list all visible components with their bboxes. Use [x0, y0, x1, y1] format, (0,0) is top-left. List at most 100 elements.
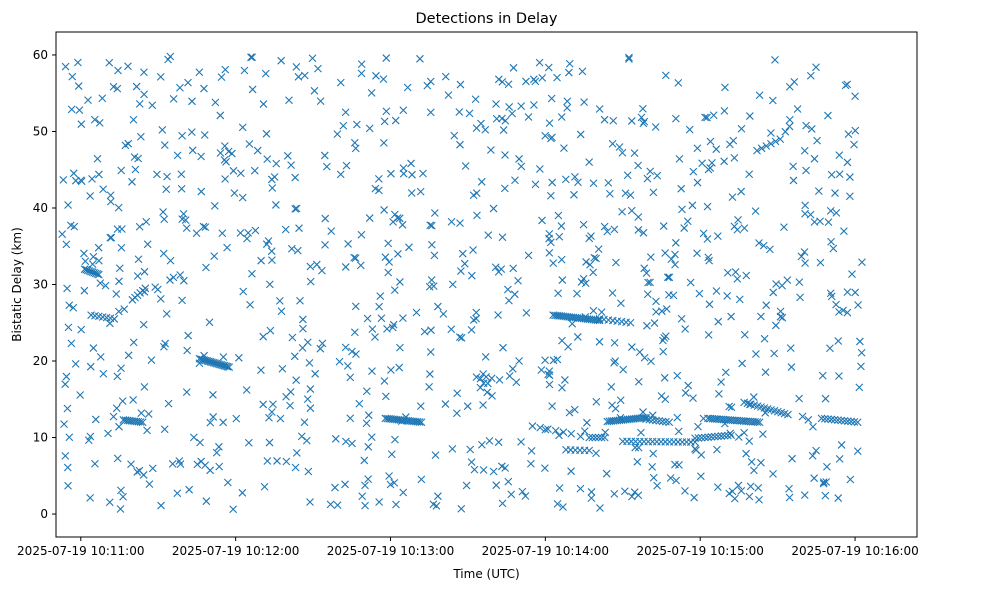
detection-point: [461, 162, 470, 170]
detection-point: [106, 233, 115, 242]
detection-point: [76, 391, 85, 399]
detection-point: [178, 296, 186, 305]
detection-point: [379, 75, 388, 84]
detection-point: [277, 307, 286, 316]
detection-point: [745, 112, 754, 120]
detection-point: [482, 372, 491, 381]
detection-point: [723, 431, 732, 440]
detection-point: [713, 232, 722, 240]
detection-point: [728, 193, 737, 201]
detection-point: [138, 418, 147, 427]
detection-point: [114, 203, 123, 212]
detection-point: [851, 288, 860, 297]
detection-point: [248, 85, 257, 94]
detection-point: [706, 137, 715, 146]
detection-point: [331, 434, 340, 443]
detection-point: [484, 231, 493, 240]
detection-point: [91, 459, 99, 468]
detection-point: [795, 278, 804, 287]
detection-point: [247, 53, 255, 62]
detection-point: [140, 68, 148, 77]
detection-point: [137, 409, 146, 417]
detection-point: [843, 80, 852, 89]
detection-point: [660, 373, 669, 382]
detection-point: [187, 128, 196, 137]
detection-point: [625, 53, 633, 62]
detection-point: [857, 348, 866, 357]
detection-point: [116, 505, 125, 513]
detection-point: [321, 240, 329, 249]
detection-point: [341, 437, 350, 446]
detection-point: [94, 170, 103, 179]
detection-point: [465, 109, 474, 118]
detection-point: [666, 474, 675, 482]
detection-point: [110, 315, 119, 323]
detection-point: [65, 433, 74, 442]
detection-point: [304, 467, 313, 476]
detection-point: [96, 279, 105, 288]
detection-point: [789, 176, 798, 185]
detection-point: [427, 221, 436, 230]
detection-point: [376, 292, 385, 301]
detection-point: [77, 325, 86, 334]
detection-point: [649, 449, 658, 458]
detection-point: [290, 352, 299, 361]
detection-point: [129, 338, 138, 347]
detection-point: [399, 164, 408, 173]
detection-point: [195, 68, 204, 77]
detection-point: [117, 364, 125, 373]
detection-point: [286, 401, 294, 410]
detection-point: [588, 433, 597, 442]
detection-point: [68, 72, 77, 81]
detection-point: [661, 249, 670, 257]
detection-point: [281, 225, 290, 234]
detection-point: [218, 229, 227, 238]
detection-point: [557, 255, 566, 264]
detection-point: [770, 349, 779, 358]
detection-point: [303, 395, 312, 403]
detection-point: [156, 295, 165, 303]
detection-point: [160, 425, 169, 434]
detection-point: [136, 132, 145, 141]
detection-point: [455, 108, 464, 116]
detection-point: [851, 126, 860, 135]
detection-point: [699, 229, 708, 238]
detection-point: [128, 177, 136, 186]
detection-point: [691, 434, 699, 443]
detection-point: [824, 111, 832, 120]
detection-point: [182, 388, 191, 397]
detection-point: [368, 325, 377, 334]
detection-point: [67, 105, 76, 114]
detection-point: [713, 445, 721, 454]
detection-point: [193, 460, 202, 469]
detection-point: [399, 488, 408, 497]
detection-point: [458, 249, 467, 258]
detection-point: [188, 146, 197, 155]
detection-point: [507, 490, 516, 499]
detection-point: [365, 124, 374, 133]
detection-point: [383, 325, 391, 333]
detection-point: [701, 113, 709, 122]
detection-point: [211, 98, 220, 107]
detection-point: [589, 179, 598, 188]
detection-point: [643, 321, 651, 330]
detection-point: [657, 392, 666, 400]
detection-point: [140, 382, 149, 391]
detection-point: [515, 155, 523, 163]
detection-point: [620, 487, 629, 496]
detection-point: [673, 413, 682, 422]
detection-point: [282, 457, 291, 466]
detection-point: [554, 289, 562, 298]
detection-point: [540, 464, 549, 472]
detection-point: [698, 159, 706, 168]
detection-point: [834, 494, 843, 502]
detection-point: [689, 394, 697, 402]
detection-point: [683, 217, 692, 226]
detection-point: [115, 422, 123, 431]
detection-point: [595, 337, 604, 346]
detection-point: [64, 323, 73, 332]
y-tick-label: 20: [33, 354, 48, 368]
detection-point: [220, 156, 229, 164]
detection-point: [545, 119, 554, 127]
detection-point: [181, 216, 190, 225]
